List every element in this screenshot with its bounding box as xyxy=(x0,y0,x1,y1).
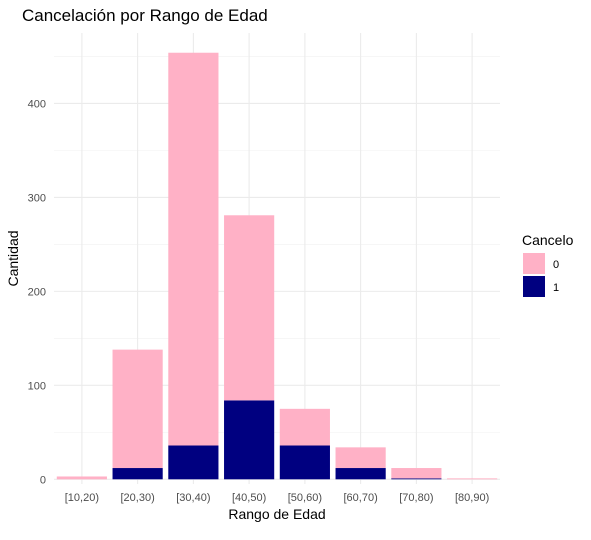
x-tick-label: [50,60) xyxy=(288,492,322,504)
x-tick-label: [80,90) xyxy=(455,492,489,504)
x-tick-label: [10,20) xyxy=(65,492,99,504)
bar-[20,30)-cancelo-0 xyxy=(112,349,163,469)
legend-key-1 xyxy=(523,276,545,297)
legend-key-0 xyxy=(523,253,545,274)
y-tick-label: 100 xyxy=(28,380,46,392)
bar-[30,40)-cancelo-0 xyxy=(168,52,219,446)
y-tick-label: 300 xyxy=(28,192,46,204)
y-tick-label: 400 xyxy=(28,98,46,110)
bar-[60,70)-cancelo-1 xyxy=(335,468,386,480)
bar-[50,60)-cancelo-0 xyxy=(279,408,330,446)
y-tick-labels: 0 100 200 300 400 xyxy=(28,98,46,486)
bar-[30,40)-cancelo-1 xyxy=(168,445,219,480)
x-tick-label: [40,50) xyxy=(232,492,266,504)
x-tick-label: [30,40) xyxy=(176,492,210,504)
bar-[70,80)-cancelo-0 xyxy=(391,468,442,479)
bar-[80,90)-cancelo-0 xyxy=(447,478,498,480)
legend-label: 1 xyxy=(553,282,559,294)
legend-title: Cancelo xyxy=(522,232,574,248)
bar-[10,20)-cancelo-0 xyxy=(56,476,107,480)
y-tick-label: 0 xyxy=(40,474,46,486)
x-tick-label: [20,30) xyxy=(121,492,155,504)
bar-[60,70)-cancelo-0 xyxy=(335,447,386,469)
x-axis-title: Rango de Edad xyxy=(228,506,325,522)
bar-[40,50)-cancelo-1 xyxy=(224,400,275,480)
x-tick-label: [70,80) xyxy=(399,492,433,504)
bars xyxy=(56,52,498,480)
legend-items: 01 xyxy=(523,253,559,297)
chart-title: Cancelación por Rango de Edad xyxy=(22,6,268,25)
bar-[50,60)-cancelo-1 xyxy=(279,445,330,480)
y-axis-title: Cantidad xyxy=(5,230,21,286)
y-tick-label: 200 xyxy=(28,286,46,298)
bar-[70,80)-cancelo-1 xyxy=(391,478,442,480)
legend: Cancelo 01 xyxy=(522,232,574,297)
x-tick-labels: [10,20) [20,30) [30,40) [40,50) [50,60) [60,7… xyxy=(65,492,490,504)
x-tick-label: [60,70) xyxy=(344,492,378,504)
legend-label: 0 xyxy=(553,259,559,271)
bar-[40,50)-cancelo-0 xyxy=(224,215,275,401)
bar-[20,30)-cancelo-1 xyxy=(112,468,163,480)
